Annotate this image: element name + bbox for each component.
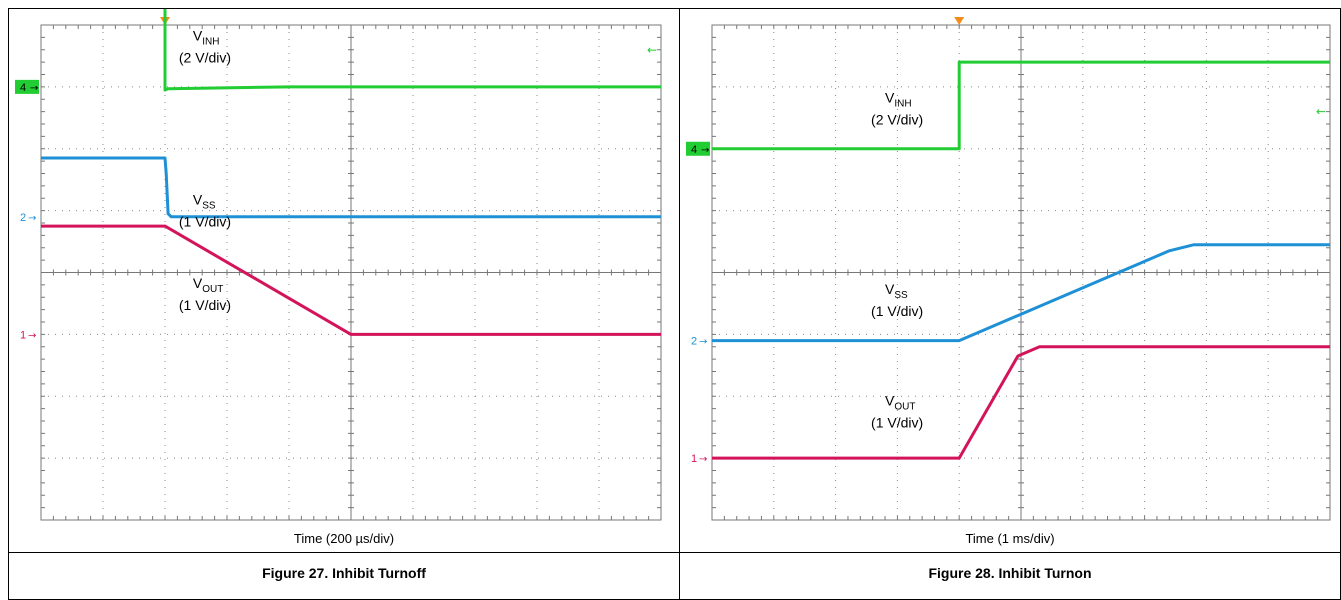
channel-marker-label: 4	[691, 144, 697, 156]
figure-27-panel: ← 4 → 2 → 1 → VINH (2 V/div) VSS (1 V/div) VOUT (1 V…	[8, 8, 680, 600]
channel-marker-label: 1	[691, 453, 697, 465]
caption-divider	[9, 552, 679, 553]
signal-scale-label: (2 V/div)	[871, 111, 923, 127]
channel-4-marker-bg	[15, 79, 39, 94]
signal-name-label: VSS	[193, 191, 216, 211]
waveform-v-inh	[163, 9, 661, 92]
scope-border	[40, 24, 662, 521]
x-axis-label: Time (1 ms/div)	[965, 531, 1055, 546]
signal-scale-label: (1 V/div)	[179, 213, 231, 229]
waveform-v-out	[41, 224, 661, 336]
signal-name-label: VINH	[193, 27, 220, 47]
channel-marker-label: 4	[20, 82, 26, 94]
figure-caption: Figure 28. Inhibit Turnon	[928, 565, 1092, 581]
channel-arrow-icon: →	[701, 145, 709, 156]
x-axis-label: Time (200 µs/div)	[293, 531, 395, 546]
scope-screen-figure-27: ←4 →2 →1 →VINH(2 V/div)VSS(1 V/div)VOUT(1 V…	[15, 9, 662, 521]
channel-arrow-icon: →	[699, 454, 707, 465]
signal-scale-label: (1 V/div)	[179, 297, 231, 313]
figure-caption: Figure 27. Inhibit Turnoff	[262, 565, 426, 581]
figure-28-panel: ← 4 → 2 → 1 → VINH (2 V/div) VSS (1 V/div) VOUT (1 V…	[679, 8, 1341, 600]
waveform-v-out	[712, 345, 1330, 460]
channel-arrow-icon: →	[699, 337, 707, 348]
scope-screen-figure-28: ←4 →2 →1 →VINH(2 V/div)VSS(1 V/div)VOUT(1 V…	[686, 17, 1331, 521]
channel-4-marker-bg	[686, 141, 710, 156]
trigger-level-icon: ←	[647, 43, 657, 57]
signal-name-label: VSS	[885, 281, 908, 301]
channel-arrow-icon: →	[30, 83, 38, 94]
scope-border	[711, 24, 1331, 521]
waveform-v-ss	[41, 156, 661, 219]
signal-name-label: VOUT	[193, 275, 223, 295]
channel-arrow-icon: →	[28, 330, 36, 341]
waveform-v-ss	[712, 243, 1330, 343]
signal-scale-label: (1 V/div)	[871, 303, 923, 319]
trigger-level-icon: ←	[1316, 105, 1326, 119]
signal-scale-label: (2 V/div)	[179, 49, 231, 65]
caption-divider	[680, 552, 1340, 553]
trigger-marker-icon	[954, 17, 965, 25]
signal-scale-label: (1 V/div)	[871, 415, 923, 431]
signal-name-label: VOUT	[885, 393, 915, 413]
channel-marker-label: 2	[20, 212, 26, 224]
signal-name-label: VINH	[885, 89, 912, 109]
channel-arrow-icon: →	[28, 213, 36, 224]
channel-marker-label: 2	[691, 336, 697, 348]
channel-marker-label: 1	[20, 329, 26, 341]
waveform-v-inh	[712, 60, 1330, 151]
